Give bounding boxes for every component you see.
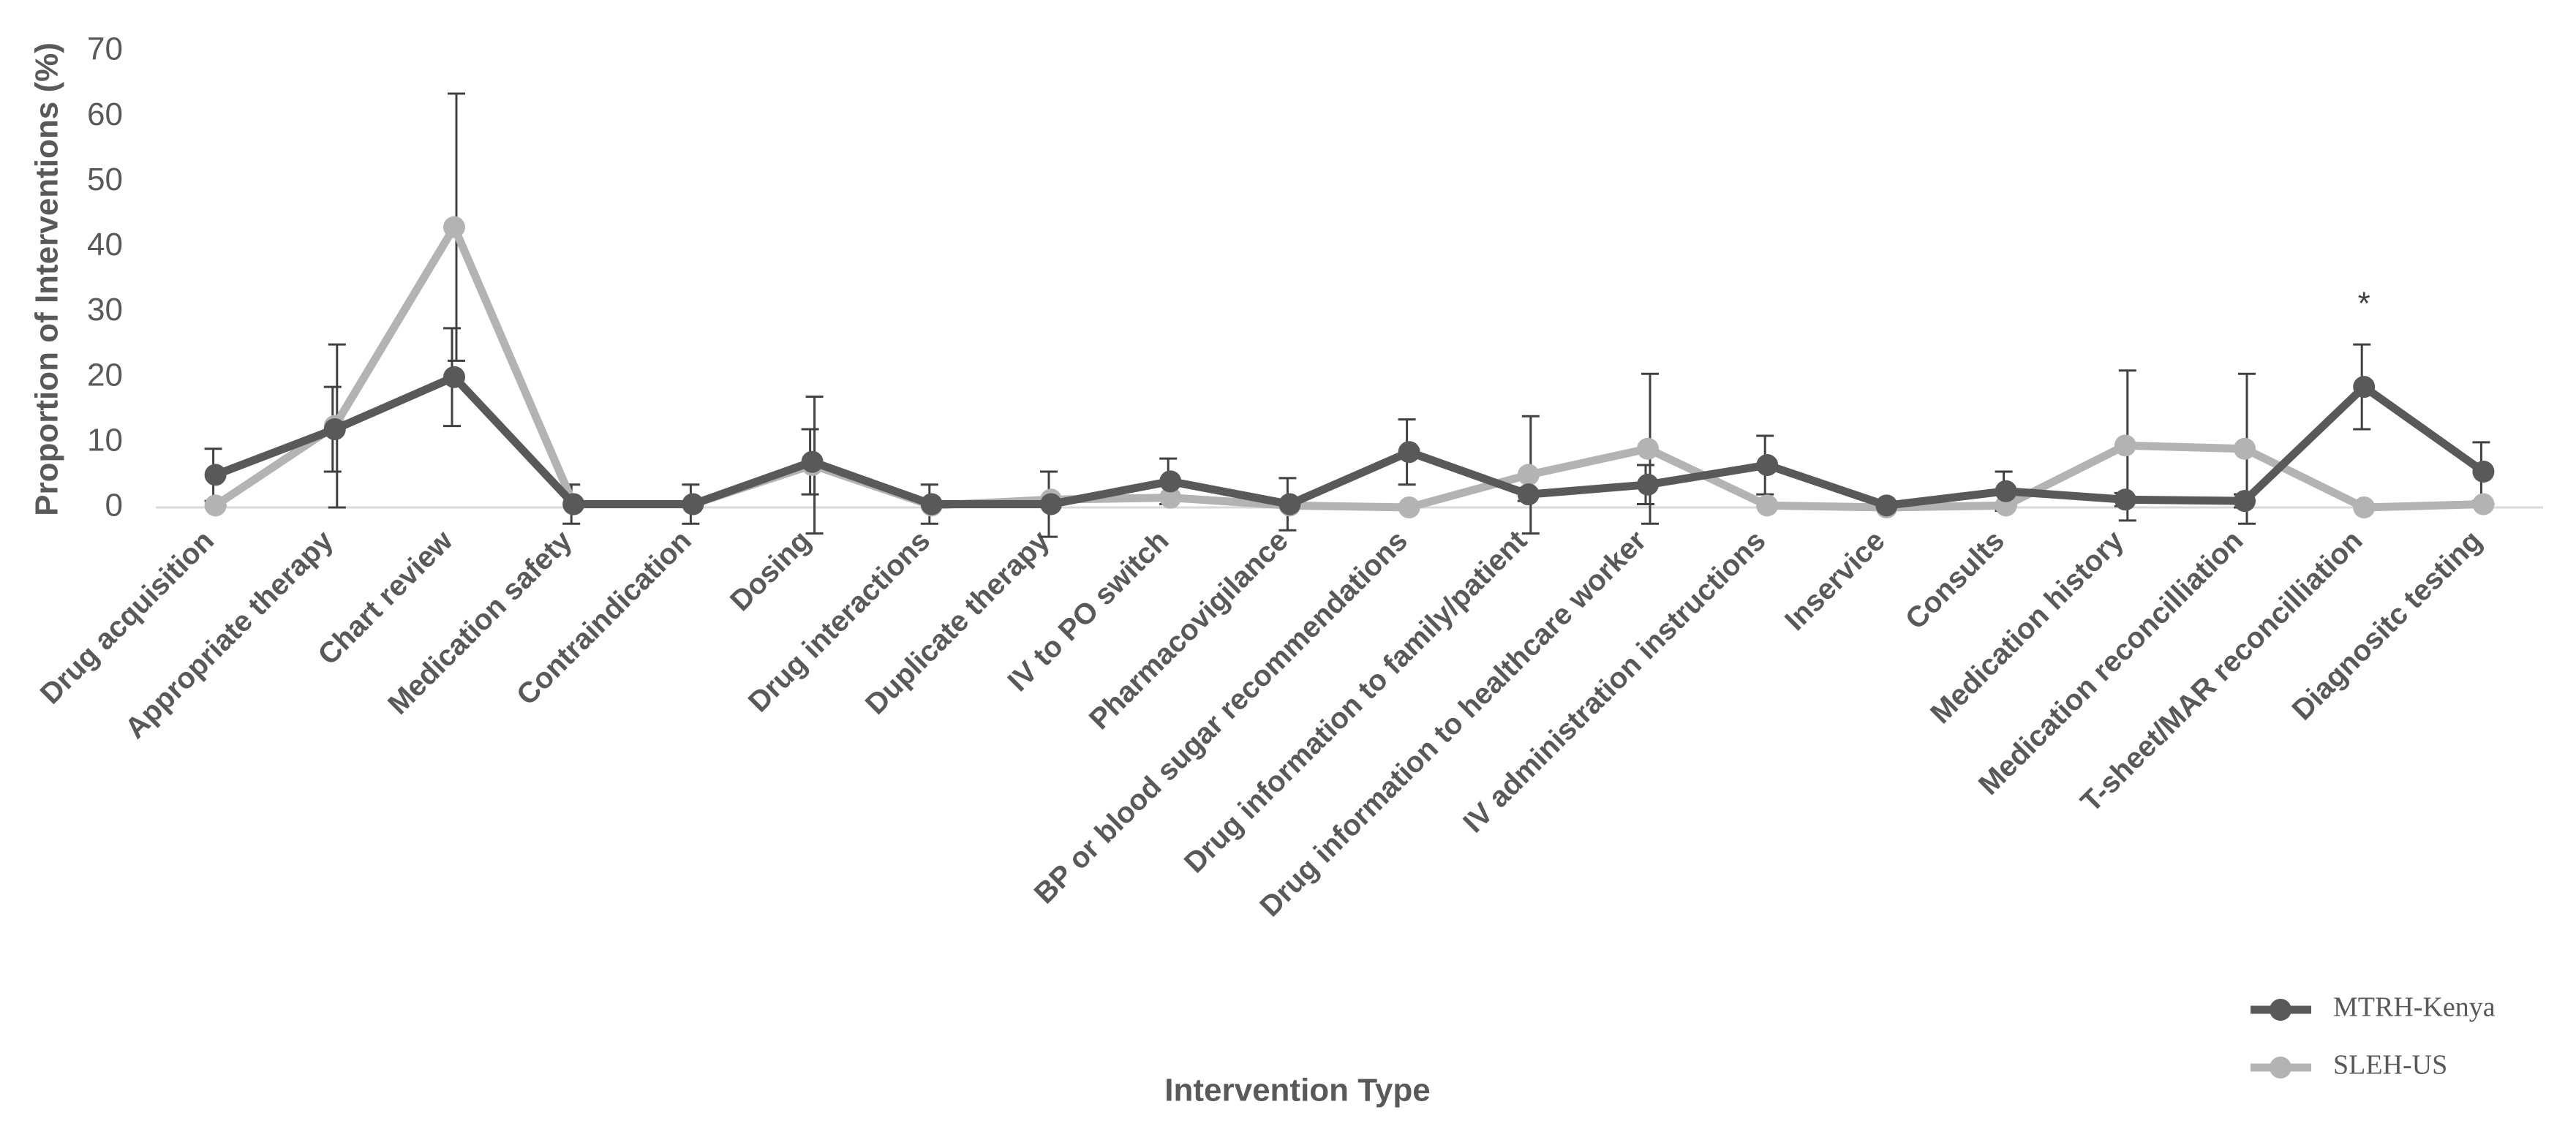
x-axis-title: Intervention Type [1164,1073,1430,1108]
marker [682,493,704,515]
marker [2353,496,2376,518]
marker [2472,493,2495,515]
legend-label: SLEH-US [2333,1050,2447,1081]
marker [1159,470,1182,493]
y-tick-label: 40 [87,227,123,262]
marker [2114,434,2136,457]
marker [2234,437,2256,460]
marker [1637,473,1659,496]
marker [2234,490,2256,513]
x-tick-label: Inservice [1779,524,1891,637]
x-tick-label: Pharmacovigilance [1083,524,1295,736]
x-tick-label: Medication history [1924,524,2131,730]
marker [204,464,227,486]
marker [1517,464,1540,486]
y-tick-label: 30 [87,292,123,328]
marker [1995,480,2017,502]
marker [1756,454,1779,477]
marker [1517,483,1540,506]
series-line [214,373,2486,510]
y-tick-label: 20 [87,357,123,393]
marker [1398,496,1420,518]
y-tick-label: 10 [87,422,123,458]
marker [1398,441,1420,464]
marker [2114,488,2136,511]
x-tick-label: Appropriate therapy [119,524,340,745]
series-line [213,223,2484,512]
legend-swatch-marker [2270,1057,2291,1079]
marker [2353,376,2376,398]
annotation: * [2358,285,2370,321]
marker [1040,493,1062,515]
marker [443,366,465,388]
marker [1278,493,1301,515]
marker [1637,437,1659,460]
marker [323,418,346,441]
marker [204,494,227,517]
y-axis-title: Proportion of Interventions (%) [29,42,65,516]
x-tick-label: Consults [1899,524,2011,635]
legend-swatch-marker [2270,999,2291,1021]
y-tick-label: 50 [87,162,123,197]
legend-label: MTRH-Kenya [2333,992,2496,1023]
marker [1756,494,1779,517]
marker [1159,486,1182,509]
y-tick-label: 70 [87,31,123,67]
y-tick-label: 0 [105,488,123,524]
y-tick-label: 60 [87,97,123,132]
x-tick-label: Dosing [724,524,817,617]
marker [2472,460,2495,483]
marker [1875,494,1898,517]
marker [443,216,465,238]
marker [801,450,824,473]
marker [920,493,943,515]
marker [562,493,585,515]
